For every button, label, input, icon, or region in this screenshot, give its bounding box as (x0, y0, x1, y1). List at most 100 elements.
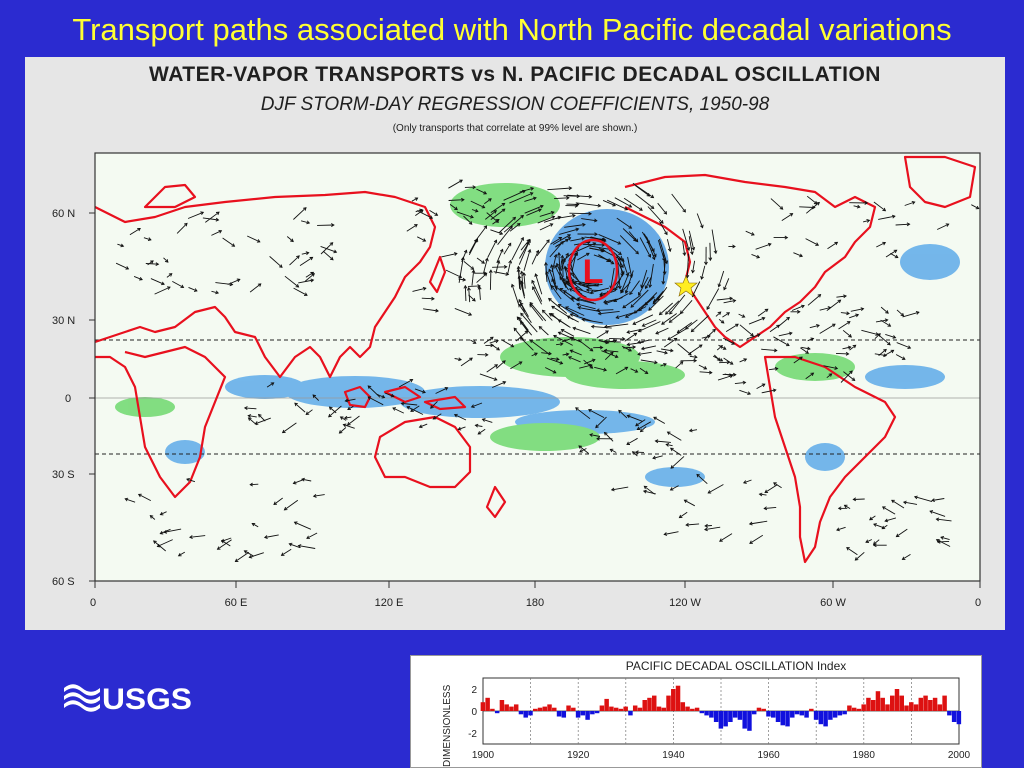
transport-arrowhead (817, 294, 822, 298)
transport-arrowhead (553, 334, 557, 339)
transport-arrowhead (785, 342, 790, 347)
transport-arrow (478, 286, 481, 300)
pdo-bar (637, 707, 643, 711)
transport-arrowhead (164, 259, 169, 263)
transport-arrowhead (629, 274, 634, 279)
transport-arrowhead (703, 365, 708, 370)
transport-arrow (476, 257, 485, 264)
transport-arrow (748, 317, 765, 325)
transport-arrow (705, 525, 712, 527)
transport-arrowhead (567, 237, 572, 241)
transport-arrow (588, 245, 612, 251)
transport-arrowhead (305, 411, 310, 416)
transport-arrowhead (460, 256, 465, 261)
transport-arrow (604, 323, 629, 328)
transport-arrowhead (177, 552, 182, 557)
transport-arrow (347, 415, 360, 426)
transport-arrowhead (847, 345, 852, 350)
transport-arrowhead (501, 202, 506, 207)
transport-arrow (904, 201, 915, 206)
transport-arrow (458, 426, 466, 430)
transport-arrowhead (231, 243, 236, 247)
transport-arrowhead (851, 377, 856, 382)
transport-arrowhead (589, 347, 594, 352)
transport-arrow (598, 340, 609, 344)
transport-arrowhead (518, 361, 523, 365)
coastlines (95, 155, 977, 564)
pdo-bar (890, 695, 895, 711)
transport-arrow (807, 337, 814, 342)
transport-arrowhead (418, 424, 423, 429)
transport-arrow (684, 499, 696, 507)
transport-arrowhead (249, 482, 254, 487)
transport-arrow (567, 315, 579, 323)
transport-arrowhead (454, 206, 458, 211)
transport-arrow (178, 551, 186, 557)
transport-arrow (773, 482, 782, 489)
transport-arrowhead (281, 429, 286, 434)
transport-arrow (555, 214, 576, 220)
transport-arrowhead (772, 388, 777, 393)
transport-arrow (468, 238, 478, 256)
transport-arrowhead (564, 282, 568, 286)
transport-arrow (610, 449, 617, 453)
transport-arrowhead (865, 539, 870, 544)
transport-arrowhead (636, 426, 641, 431)
transport-arrow (704, 526, 721, 531)
transport-arrow (586, 289, 601, 292)
transport-arrow (558, 331, 583, 343)
transport-arrow (604, 350, 619, 353)
transport-arrowhead (586, 252, 590, 257)
transport-arrow (914, 496, 933, 503)
pdo-bar (542, 706, 547, 711)
transport-arrowhead (756, 333, 761, 338)
usgs-logo-text: USGS (102, 683, 192, 714)
transport-arrow (759, 493, 767, 496)
transport-arrowhead (720, 320, 725, 324)
pdo-bar (523, 711, 528, 718)
transport-arrow (883, 349, 894, 357)
transport-arrow (463, 215, 473, 225)
transport-arrow (696, 213, 704, 228)
transport-arrow (164, 528, 182, 533)
transport-arrowhead (670, 465, 675, 469)
transport-arrow (624, 332, 637, 342)
transport-arrow (160, 528, 171, 535)
transport-arrowhead (846, 311, 850, 316)
transport-arrowhead (566, 275, 570, 280)
transport-arrowhead (667, 336, 671, 341)
transport-arrowhead (845, 351, 850, 356)
transport-arrow (550, 237, 562, 245)
transport-arrow (217, 539, 232, 550)
transport-arrowhead (846, 547, 850, 551)
pdo-bar (809, 708, 814, 711)
pdo-bar (623, 706, 628, 711)
transport-arrow (523, 249, 531, 271)
transport-arrowhead (312, 394, 317, 399)
transport-arrow (809, 324, 820, 329)
transport-arrowhead (431, 296, 435, 301)
transport-arrow (562, 353, 569, 356)
transport-arrowhead (512, 216, 517, 221)
transport-arrowhead (557, 331, 562, 336)
transport-arrow (235, 551, 250, 562)
transport-arrow (244, 407, 257, 410)
transport-arrow (971, 204, 979, 209)
transport-arrowhead (610, 260, 615, 265)
transport-arrowhead (220, 540, 225, 544)
transport-arrow (764, 484, 778, 493)
transport-arrow (150, 515, 156, 520)
transport-arrow (518, 242, 530, 265)
transport-arrowhead (499, 231, 504, 235)
transport-arrow (849, 344, 856, 351)
transport-arrowhead (652, 300, 657, 305)
transport-arrowhead (453, 252, 458, 256)
transport-arrow (718, 270, 725, 287)
transport-arrowhead (686, 247, 691, 251)
transport-arrowhead (717, 311, 722, 316)
transport-arrow (558, 319, 571, 328)
transport-arrow (639, 367, 648, 374)
transport-arrowhead (575, 407, 579, 411)
transport-arrow (667, 431, 682, 441)
transport-arrowhead (502, 381, 507, 385)
